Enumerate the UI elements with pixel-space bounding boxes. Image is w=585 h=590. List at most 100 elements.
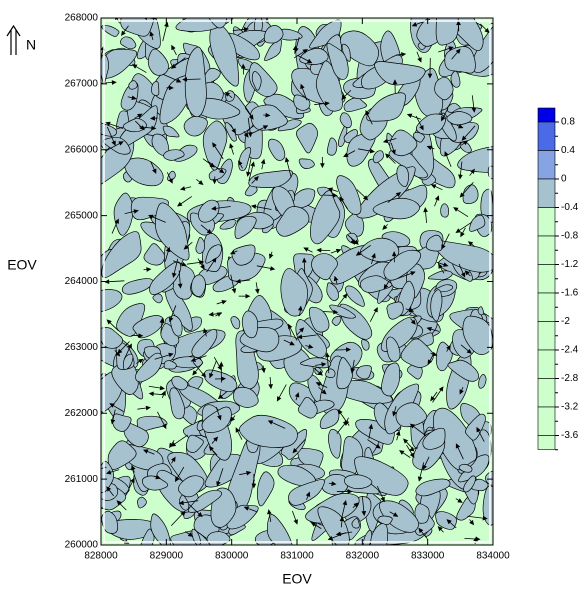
- flow-arrow: [370, 252, 376, 265]
- flow-arrow: [179, 186, 192, 191]
- flow-arrow: [105, 121, 124, 129]
- contour-region: [331, 316, 342, 326]
- contour-region: [248, 169, 293, 188]
- flow-arrow: [461, 125, 476, 141]
- flow-arrow: [383, 280, 390, 290]
- flow-arrow: [476, 426, 485, 442]
- flow-arrow: [150, 161, 157, 174]
- contour-region: [341, 43, 351, 62]
- flow-arrow: [291, 510, 298, 525]
- contour-region: [463, 475, 476, 493]
- flow-arrow: [230, 124, 236, 134]
- flow-arrow: [369, 306, 378, 322]
- flow-arrow: [171, 456, 176, 464]
- flow-arrow: [251, 175, 259, 184]
- contour-region: [112, 413, 132, 432]
- flow-arrow: [455, 221, 473, 233]
- flow-arrow: [361, 496, 367, 517]
- x-tick-label: 831000: [280, 551, 314, 562]
- flow-arrow: [243, 506, 258, 513]
- flow-arrow: [339, 196, 348, 209]
- contour-region: [275, 206, 310, 237]
- contour-region: [101, 510, 118, 534]
- y-tick-label: 266000: [65, 144, 99, 155]
- legend-swatch: [537, 349, 556, 379]
- contour-region: [458, 454, 490, 483]
- flow-arrow: [426, 326, 440, 332]
- flow-arrow: [166, 85, 174, 91]
- flow-arrow: [456, 124, 464, 129]
- contour-region: [311, 253, 338, 281]
- legend-swatch: [537, 235, 556, 265]
- flow-arrow: [250, 204, 272, 210]
- flow-arrow: [406, 444, 415, 458]
- contour-region: [277, 119, 302, 132]
- contour-region: [165, 286, 193, 332]
- flow-arrow: [137, 405, 151, 411]
- contour-region: [381, 362, 401, 397]
- flow-arrow: [229, 250, 238, 255]
- flow-arrow: [327, 187, 338, 193]
- contour-region: [233, 386, 259, 408]
- flow-arrow: [246, 157, 252, 177]
- flow-arrow: [217, 391, 228, 400]
- flow-arrow: [344, 417, 350, 426]
- contour-region: [372, 197, 421, 220]
- contour-region: [120, 18, 154, 37]
- flow-arrow: [385, 153, 396, 164]
- flow-arrow: [276, 384, 287, 402]
- flow-arrow: [368, 423, 374, 439]
- contour-region: [434, 76, 454, 101]
- flow-arrow: [446, 519, 457, 529]
- legend-swatch: [537, 435, 556, 450]
- flow-arrow: [177, 196, 192, 207]
- flow-arrow: [169, 439, 175, 449]
- contour-region: [308, 306, 330, 333]
- contour-region: [447, 359, 480, 382]
- flow-arrow: [459, 386, 464, 395]
- flow-arrow: [451, 48, 461, 60]
- flow-arrow: [178, 500, 199, 506]
- legend-label: -2: [561, 316, 570, 327]
- flow-arrow: [104, 279, 125, 285]
- flow-arrow: [267, 509, 272, 523]
- x-axis-label: EOV: [282, 571, 312, 587]
- flow-arrow: [382, 138, 397, 144]
- contour-region: [360, 237, 400, 263]
- legend-label: 0: [561, 174, 567, 185]
- flow-arrow: [185, 531, 194, 537]
- flow-arrow: [216, 299, 227, 305]
- contour-region: [435, 18, 459, 46]
- flow-arrow: [305, 344, 314, 349]
- contour-region: [121, 278, 154, 295]
- flow-arrow: [230, 415, 236, 422]
- flow-arrow: [229, 142, 234, 155]
- flow-arrow: [203, 327, 208, 337]
- flow-arrow: [143, 267, 152, 272]
- flow-arrow: [283, 339, 295, 346]
- contour-region: [386, 301, 404, 320]
- contour-region: [370, 522, 389, 545]
- flow-arrow: [263, 112, 271, 118]
- flow-arrow: [172, 260, 187, 267]
- flow-arrow: [170, 57, 186, 69]
- contour-region: [264, 39, 282, 61]
- flow-arrow: [427, 354, 434, 365]
- flow-arrow: [284, 157, 292, 178]
- flow-arrow: [390, 142, 396, 155]
- legend-label: -0.4: [561, 202, 579, 213]
- legend-swatch: [537, 107, 556, 123]
- x-tick-label: 832000: [346, 551, 380, 562]
- flow-arrow: [357, 148, 376, 154]
- flow-arrow: [171, 44, 177, 56]
- flow-arrow: [320, 157, 325, 169]
- flow-arrow: [207, 160, 225, 174]
- flow-arrow: [135, 120, 145, 131]
- contour-region: [101, 327, 123, 349]
- flow-arrow: [460, 227, 466, 238]
- flow-arrow: [267, 420, 286, 429]
- flow-arrow: [303, 247, 313, 253]
- flow-arrow: [480, 23, 490, 34]
- flow-arrow: [305, 491, 311, 501]
- flow-arrow: [367, 439, 381, 449]
